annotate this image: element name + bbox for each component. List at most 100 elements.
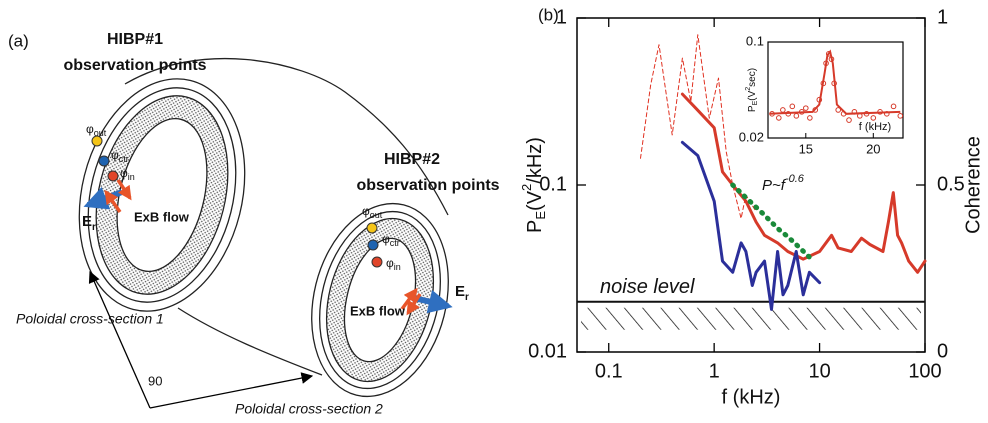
symbol: φ xyxy=(111,148,119,162)
section-label: Poloidal cross-section 2 xyxy=(235,401,383,417)
inset-point xyxy=(823,60,829,67)
y-label-part: /kHz) xyxy=(524,137,546,184)
noise-label: noise level xyxy=(600,276,695,298)
inset-point xyxy=(780,107,786,113)
torus-outline xyxy=(177,307,323,376)
inset-point xyxy=(897,113,904,119)
station-title: HIBP#1 xyxy=(107,31,163,48)
y2-axis-label: Coherence xyxy=(962,136,984,234)
inset-label-part: P xyxy=(747,105,758,112)
inset-point xyxy=(877,109,883,115)
inset-point xyxy=(828,56,835,62)
y-tick-label: 0.01 xyxy=(528,340,567,362)
x-tick-label: 0.1 xyxy=(595,360,623,382)
panel-a: (a) HIBP#1 observation points HIBP#2 xyxy=(8,31,500,416)
noise-hatch xyxy=(581,307,921,330)
flow-label: ExB flow xyxy=(350,303,406,318)
inset-point xyxy=(857,113,863,119)
inset-y-label: PE(V2sec) xyxy=(745,68,759,112)
y2-tick-label: 1 xyxy=(937,6,948,28)
panel-label: (a) xyxy=(8,31,29,50)
inset-point xyxy=(835,107,842,113)
inset-point xyxy=(793,113,800,119)
y-tick-label: 1 xyxy=(556,6,567,28)
point-marker xyxy=(367,239,379,251)
subscript: r xyxy=(465,292,469,303)
station-title: HIBP#2 xyxy=(384,151,440,168)
station-subtitle: observation points xyxy=(63,57,206,74)
cross-section-1 xyxy=(78,78,246,312)
series-line xyxy=(730,182,812,260)
inset-y-tick-label: 0.1 xyxy=(746,33,764,48)
point-label: φctr xyxy=(382,232,400,248)
cross-section-2 xyxy=(311,202,449,398)
inset-point xyxy=(812,107,819,113)
y-axis-label: PE(V2/kHz) xyxy=(519,137,548,233)
y-label-part: (V xyxy=(524,190,546,211)
inset-point xyxy=(776,115,782,121)
subscript: out xyxy=(94,128,107,138)
fit-exponent: -0.6 xyxy=(785,173,805,185)
flow-arrow xyxy=(104,189,122,214)
y-label-part: 2 xyxy=(519,184,534,191)
inset-point xyxy=(840,111,847,117)
inset-label-part: (V xyxy=(747,90,758,100)
symbol: φ xyxy=(120,166,128,180)
inset-point xyxy=(846,117,852,123)
point-label: φctr xyxy=(111,148,129,164)
station-subtitle: observation points xyxy=(356,177,499,194)
inset-point xyxy=(851,109,858,115)
subscript: ctr xyxy=(119,154,129,164)
subscript: in xyxy=(128,172,135,182)
subscript: out xyxy=(370,210,383,220)
inset-point xyxy=(831,80,837,87)
inset-label-part: 2 xyxy=(745,87,752,91)
y-label-part: E xyxy=(533,211,548,220)
inset-point xyxy=(820,80,827,87)
inset-point xyxy=(798,109,805,115)
field-base: E xyxy=(455,283,465,300)
point-marker xyxy=(371,256,383,268)
inset-point xyxy=(785,111,792,117)
point-marker xyxy=(366,222,378,234)
point-label: φin xyxy=(120,166,135,182)
x-axis-label: f (kHz) xyxy=(722,386,781,408)
symbol: φ xyxy=(382,232,390,246)
pointer-arrow xyxy=(149,372,314,409)
flow-arrow xyxy=(406,293,422,316)
inset-point xyxy=(816,96,823,103)
y2-tick-label: 0 xyxy=(937,340,948,362)
symbol: φ xyxy=(86,122,94,136)
inset-point xyxy=(803,105,809,111)
inset-x-label: f (kHz) xyxy=(859,121,891,133)
flow-label: ExB flow xyxy=(134,209,190,224)
x-tick-label: 100 xyxy=(908,360,941,382)
torus-outline xyxy=(124,57,449,216)
inset-point xyxy=(769,111,775,117)
y2-tick-label: 0.5 xyxy=(937,173,965,195)
y-tick-label: 0.1 xyxy=(539,173,567,195)
pointer-arrow xyxy=(88,270,151,409)
panel-label: (b) xyxy=(538,5,559,24)
inset-point xyxy=(884,111,890,117)
inset-point xyxy=(807,115,813,121)
angle-label: 90 xyxy=(148,373,162,388)
point-label: φin xyxy=(386,256,401,272)
point-marker xyxy=(107,170,119,182)
inset-x-tick-label: 15 xyxy=(799,141,813,156)
inset-y-tick-label: 0.02 xyxy=(739,129,764,144)
symbol: φ xyxy=(386,256,394,270)
subscript: ctr xyxy=(390,238,400,248)
series-line xyxy=(680,140,822,311)
inset-x-tick-label: 20 xyxy=(866,141,880,156)
flow-arrow xyxy=(400,287,418,311)
inset-label-part: sec) xyxy=(747,68,758,87)
subscript: r xyxy=(92,222,96,233)
point-label: φout xyxy=(86,122,107,138)
inset-label-part: E xyxy=(752,100,759,105)
point-label: φout xyxy=(362,204,383,220)
field-base: E xyxy=(82,213,92,230)
x-tick-label: 1 xyxy=(709,360,720,382)
inset-point xyxy=(870,115,877,121)
